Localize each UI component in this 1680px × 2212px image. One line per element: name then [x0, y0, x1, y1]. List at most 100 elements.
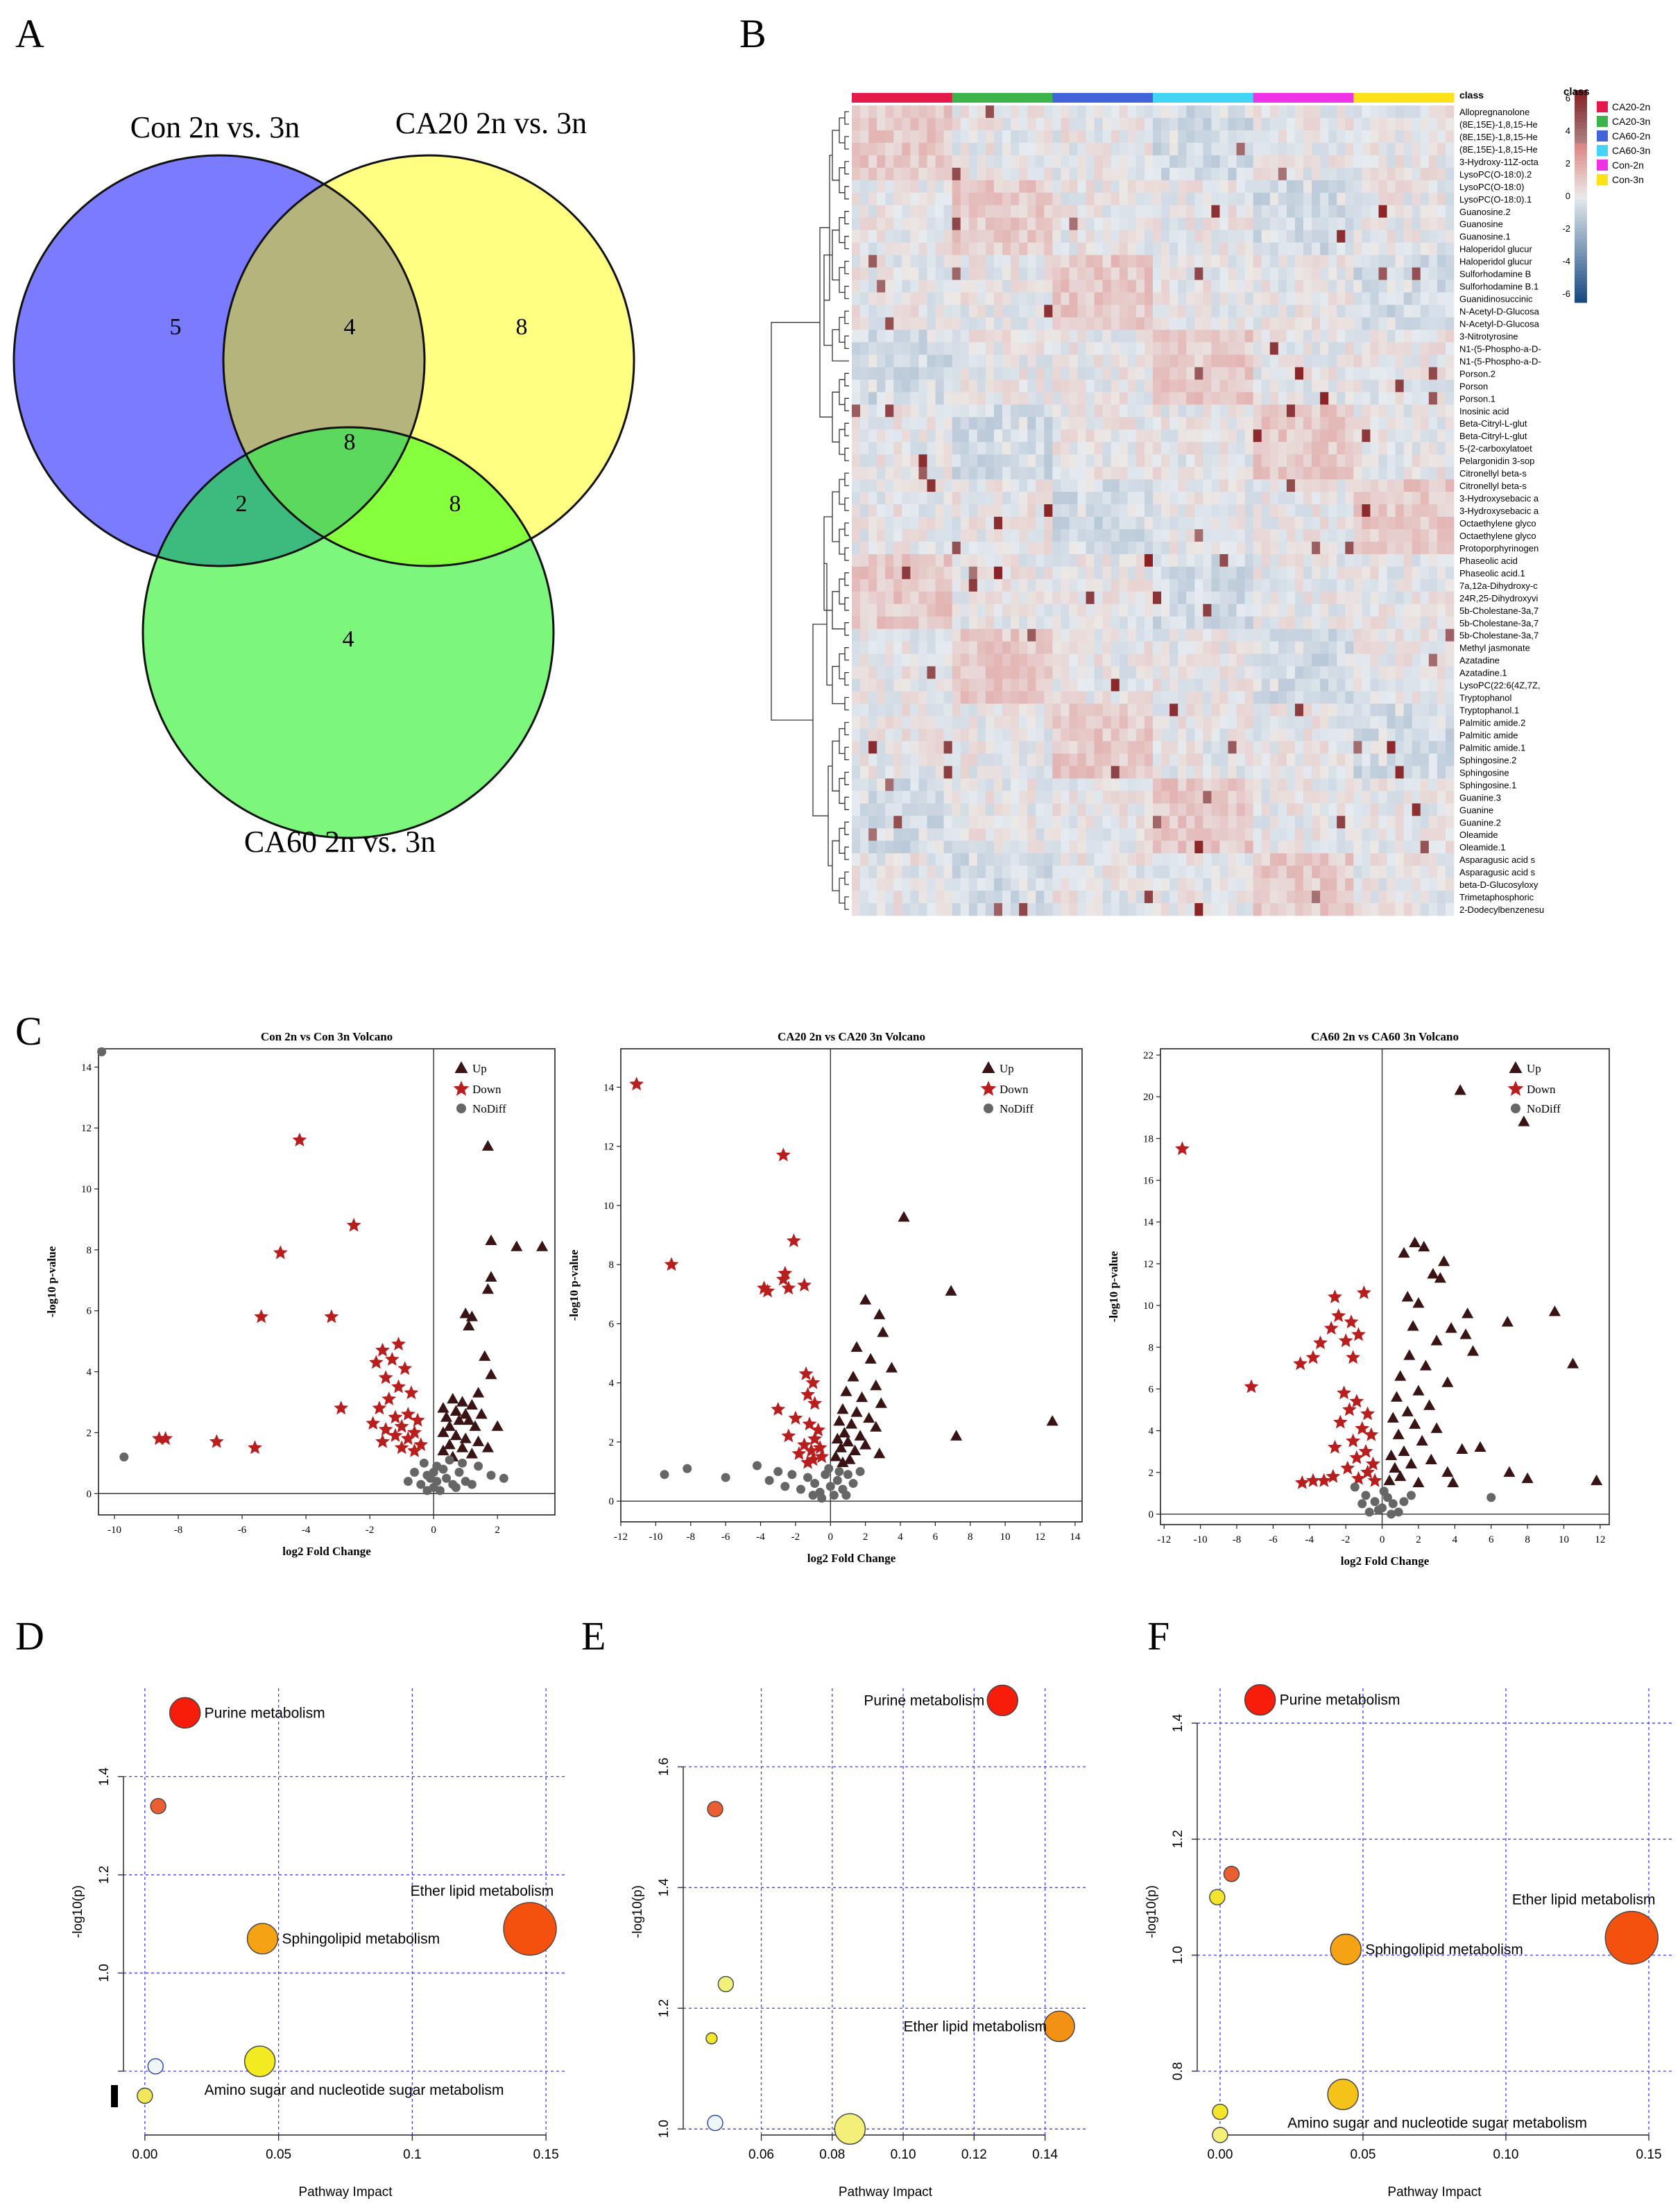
heatmap-row-label: Palmitic amide.2 [1459, 718, 1525, 728]
heatmap-cell [1102, 529, 1112, 542]
heatmap-cell [1019, 529, 1028, 542]
heatmap-cell [1044, 691, 1053, 704]
venn-label-ca20: CA20 2n vs. 3n [395, 106, 587, 140]
heatmap-cell [1244, 404, 1254, 418]
heatmap-cell [1178, 753, 1187, 766]
heatmap-cell [1420, 816, 1430, 829]
heatmap-cell [1144, 554, 1154, 567]
heatmap-cell [910, 105, 919, 119]
heatmap-cell [1077, 529, 1086, 542]
heatmap-cell [1278, 866, 1287, 879]
heatmap-cell [1294, 616, 1304, 630]
heatmap-cell [1328, 866, 1337, 879]
heatmap-cell [918, 666, 927, 679]
heatmap-row-label: (8E,15E)-1,8,15-He [1459, 144, 1538, 155]
heatmap-cell [1353, 255, 1362, 268]
heatmap-cell [1102, 828, 1112, 841]
heatmap-cell [877, 105, 886, 119]
heatmap-cell [893, 678, 902, 692]
heatmap-cell [1269, 866, 1279, 879]
heatmap-cell [1203, 666, 1212, 679]
heatmap-cell [1428, 454, 1438, 468]
heatmap-cell [1403, 628, 1413, 642]
heatmap-cell [1253, 130, 1262, 144]
color-scale-step [1575, 256, 1587, 261]
up-point [465, 1310, 478, 1321]
heatmap-cell [993, 554, 1003, 567]
heatmap-cell [985, 841, 995, 854]
heatmap-cell [1161, 703, 1170, 717]
heatmap-cell [893, 329, 902, 343]
heatmap-cell [918, 703, 927, 717]
heatmap-cell [1111, 379, 1120, 393]
heatmap-cell [885, 766, 894, 779]
heatmap-cell [1378, 467, 1387, 480]
heatmap-cell [1178, 404, 1187, 418]
heatmap-cell [1077, 417, 1086, 430]
heatmap-cell [1186, 578, 1195, 592]
heatmap-cell [1320, 467, 1329, 480]
heatmap-cell [1370, 578, 1379, 592]
heatmap-cell [1278, 891, 1287, 904]
heatmap-cell [1312, 828, 1321, 841]
heatmap-cell [1261, 591, 1271, 605]
heatmap-cell [985, 317, 995, 330]
heatmap-cell [1061, 354, 1070, 368]
heatmap-cell [1278, 305, 1287, 318]
heatmap-cell [1002, 130, 1011, 144]
volcano-title: Con 2n vs Con 3n Volcano [261, 1030, 393, 1043]
heatmap-cell [1036, 267, 1045, 280]
heatmap-cell [860, 142, 869, 156]
heatmap-cell [943, 404, 953, 418]
heatmap-cell [893, 716, 902, 729]
heatmap-cell [1011, 791, 1020, 804]
heatmap-cell [1002, 853, 1011, 866]
heatmap-cell [860, 242, 869, 256]
heatmap-cell [977, 578, 986, 592]
heatmap-cell [1094, 454, 1104, 468]
heatmap-cell [977, 728, 986, 741]
heatmap-cell [1253, 292, 1262, 305]
heatmap-cell [1111, 217, 1120, 231]
heatmap-cell [1337, 891, 1346, 904]
heatmap-cell [1353, 529, 1362, 542]
heatmap-cell [1069, 404, 1078, 418]
heatmap-cell [1437, 429, 1446, 443]
dendrogram-branch [839, 379, 845, 405]
heatmap-cell [893, 205, 902, 218]
heatmap-cell [1395, 192, 1405, 206]
heatmap-cell [1019, 130, 1028, 144]
heatmap-cell [1387, 429, 1396, 443]
heatmap-cell [1228, 666, 1237, 679]
heatmap-cell [860, 678, 869, 692]
heatmap-cell [1111, 255, 1120, 268]
heatmap-cell [952, 467, 961, 480]
heatmap-cell [960, 666, 970, 679]
heatmap-cell [1437, 192, 1446, 206]
heatmap-cell [1395, 841, 1405, 854]
heatmap-cell [1186, 703, 1195, 717]
heatmap-cell [1345, 866, 1354, 879]
heatmap-cell [1345, 903, 1354, 916]
heatmap-cell [1036, 529, 1045, 542]
heatmap-cell [1011, 778, 1020, 791]
heatmap-cell [1353, 392, 1362, 405]
heatmap-cell [1219, 105, 1228, 119]
heatmap-cell [1178, 379, 1187, 393]
heatmap-cell [910, 778, 919, 791]
heatmap-cell [902, 404, 911, 418]
heatmap-cell [1312, 791, 1321, 804]
heatmap-cell [1194, 591, 1203, 605]
heatmap-cell [1420, 653, 1430, 667]
heatmap-cell [1061, 442, 1070, 455]
heatmap-cell [860, 217, 869, 231]
heatmap-cell [977, 691, 986, 704]
heatmap-cell [1228, 255, 1237, 268]
heatmap-cell [1127, 417, 1137, 430]
heatmap-cell [1002, 728, 1011, 741]
color-scale-step [1575, 94, 1587, 98]
heatmap-cell [1036, 578, 1045, 592]
heatmap-cell [1094, 841, 1104, 854]
heatmap-cell [1186, 803, 1195, 816]
heatmap-cell [1387, 467, 1396, 480]
